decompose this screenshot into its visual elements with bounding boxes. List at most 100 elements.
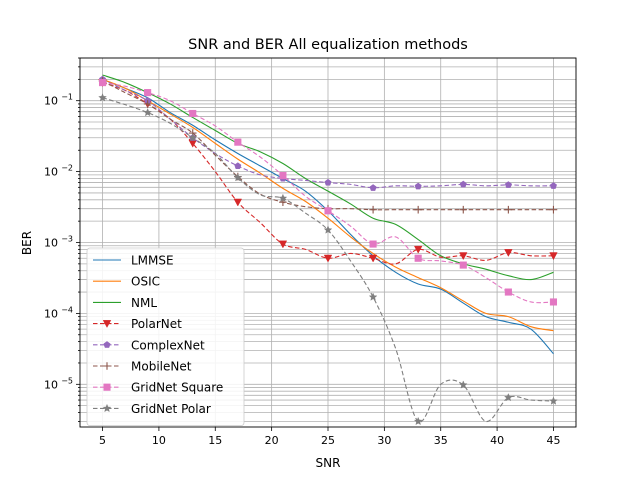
- square-marker: [103, 383, 111, 391]
- plus-marker: [504, 205, 513, 214]
- plus-marker: [459, 205, 468, 214]
- triangle-marker: [368, 254, 378, 263]
- y-tick-exponent: −1: [61, 93, 73, 102]
- x-tick-label: 45: [546, 434, 560, 447]
- series-gridnet-square: [98, 79, 558, 306]
- triangle-marker: [549, 252, 558, 261]
- plus-marker: [369, 205, 377, 214]
- pentagon-marker: [414, 182, 422, 190]
- y-tick-label: 10: [44, 95, 58, 108]
- x-tick-label: 10: [152, 434, 166, 447]
- square-marker: [98, 79, 107, 87]
- triangle-marker: [323, 254, 333, 263]
- star-marker: [143, 108, 152, 117]
- triangle-marker: [102, 320, 112, 328]
- pentagon-marker: [324, 178, 332, 186]
- plus-marker: [414, 205, 422, 214]
- x-axis-label: SNR: [316, 456, 341, 470]
- series-line: [102, 74, 554, 281]
- legend-entry: MobileNet: [93, 360, 192, 374]
- legend-label: GridNet Square: [131, 381, 223, 395]
- triangle-marker: [278, 240, 288, 249]
- star-marker: [504, 393, 513, 402]
- legend-entry: OSIC: [93, 275, 160, 289]
- plus-marker: [103, 362, 111, 370]
- chart-title: SNR and BER All equalization methods: [188, 37, 468, 53]
- star-marker: [102, 403, 112, 413]
- y-tick-exponent: −3: [61, 235, 73, 244]
- pentagon-marker: [103, 341, 111, 348]
- triangle-marker: [459, 252, 468, 261]
- square-marker: [369, 240, 377, 248]
- square-marker: [414, 254, 422, 262]
- x-tick-label: 5: [99, 434, 106, 447]
- legend-box: [86, 247, 245, 427]
- star-marker: [323, 225, 333, 234]
- y-tick-exponent: −4: [61, 305, 73, 314]
- series-osic: [102, 78, 554, 332]
- y-tick-label: 10: [44, 237, 58, 250]
- square-marker: [189, 109, 197, 118]
- legend-entry: PolarNet: [93, 317, 182, 331]
- series-line: [102, 78, 554, 332]
- y-tick-label: 10: [44, 166, 58, 179]
- series-nml: [102, 74, 554, 281]
- pentagon-marker: [549, 182, 557, 189]
- y-tick-label: 10: [44, 378, 58, 391]
- y-tick-label: 10: [44, 307, 58, 320]
- pentagon-marker: [459, 180, 467, 188]
- star-marker: [549, 396, 558, 405]
- grid-lines: [80, 57, 576, 427]
- star-marker: [278, 193, 288, 202]
- pentagon-marker: [234, 162, 242, 169]
- triangle-marker: [233, 198, 243, 207]
- legend-label: ComplexNet: [131, 338, 205, 352]
- legend-label: PolarNet: [131, 317, 182, 331]
- legend-entry: NML: [93, 296, 157, 310]
- legend-entry: ComplexNet: [93, 338, 205, 352]
- legend-label: LMMSE: [131, 254, 174, 268]
- y-axis-label: BER: [20, 231, 34, 255]
- legend-label: NML: [131, 296, 157, 310]
- square-marker: [279, 171, 287, 180]
- square-marker: [504, 288, 512, 296]
- square-marker: [234, 138, 242, 146]
- plus-marker: [143, 100, 152, 108]
- pentagon-marker: [504, 181, 512, 188]
- star-marker: [368, 292, 378, 301]
- star-marker: [413, 416, 423, 426]
- triangle-marker: [413, 245, 423, 254]
- legend-entry: GridNet Square: [93, 381, 223, 395]
- legend-label: GridNet Polar: [131, 402, 211, 416]
- legend: LMMSE OSIC NML PolarNet ComplexNet MobileNet G…: [86, 247, 245, 427]
- pentagon-marker: [369, 184, 377, 191]
- x-tick-label: 30: [377, 434, 391, 447]
- star-marker: [458, 380, 468, 389]
- x-tick-label: 20: [265, 434, 279, 447]
- square-marker: [144, 89, 152, 97]
- star-marker: [233, 173, 243, 182]
- x-tick-label: 25: [321, 434, 335, 447]
- y-tick-exponent: −2: [61, 164, 73, 173]
- y-tick-exponent: −5: [61, 376, 73, 385]
- square-marker: [324, 207, 332, 215]
- triangle-marker: [504, 249, 513, 257]
- x-tick-label: 40: [490, 434, 504, 447]
- star-marker: [188, 133, 198, 142]
- plus-marker: [549, 205, 558, 214]
- square-marker: [549, 298, 558, 306]
- series-line: [102, 80, 554, 211]
- star-marker: [98, 93, 107, 102]
- x-tick-label: 35: [434, 434, 448, 447]
- series-layer: [98, 74, 558, 426]
- legend-entry: LMMSE: [93, 254, 174, 268]
- legend-label: OSIC: [131, 275, 160, 289]
- series-gridnet-polar: [98, 93, 558, 426]
- series-line: [102, 82, 554, 265]
- legend-entry: GridNet Polar: [93, 402, 211, 416]
- series-mobilenet: [98, 77, 558, 214]
- x-tick-label: 15: [208, 434, 222, 447]
